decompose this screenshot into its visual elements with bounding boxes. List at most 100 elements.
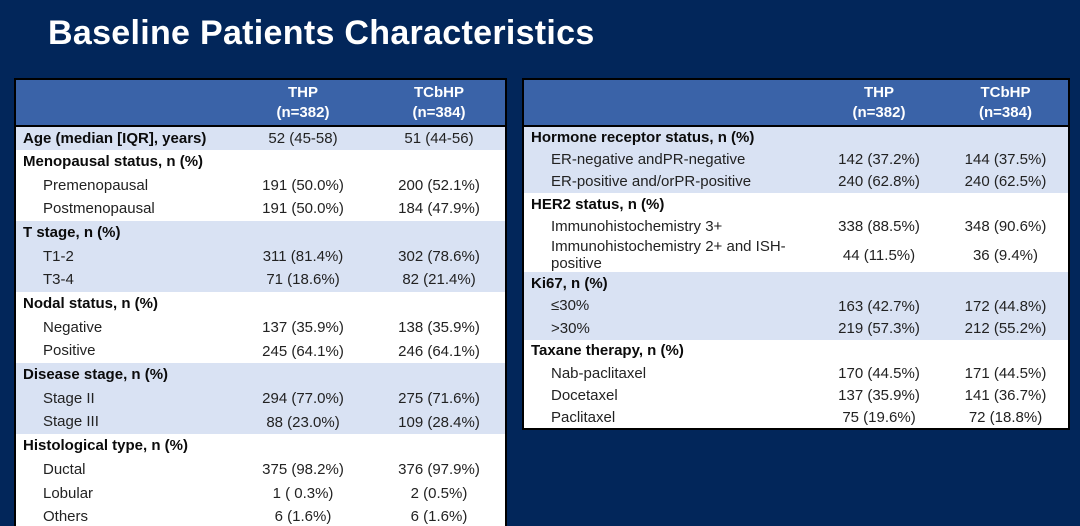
row-value-thp: 191 (50.0%) [262,200,344,218]
row-value-thp: 137 (35.9%) [262,318,344,336]
row-value-tcbhp [943,193,1069,215]
baseline-table-right: THP (n=382) TCbHP (n=384) Hormone recept… [522,78,1070,431]
row-value-tcbhp: 275 (71.6%) [373,386,506,411]
row-value-tcbhp: 184 (47.9%) [398,200,480,218]
table-row: Age (median [IQR], years) 52 (45-58) 51 (4… [15,126,506,150]
col-header-thp-name: THP [864,84,894,101]
row-label: T3-4 [15,268,233,292]
table-row: Taxane therapy, n (%) [523,340,1069,362]
page-title: Baseline Patients Characteristics [48,14,595,52]
row-label: Nab-paclitaxel [551,364,647,382]
row-label: T stage, n (%) [15,220,233,245]
table-row: HER2 status, n (%) [523,193,1069,215]
col-header-tcbhp-n: (n=384) [979,103,1032,121]
row-value-tcbhp: 82 (21.4%) [373,268,506,292]
row-value-tcbhp: 138 (35.9%) [398,318,480,336]
table-row: Histological type, n (%) [15,434,506,458]
row-value-tcbhp [943,272,1069,295]
row-value-thp: 240 (62.8%) [815,170,943,194]
row-label: Positive [43,342,96,360]
row-value-thp: 338 (88.5%) [838,218,920,236]
row-label: Others [43,507,89,525]
table-row: Immunohistochemistry 3+ 338 (88.5%) 348 (9… [523,216,1069,238]
row-value-tcbhp: 36 (9.4%) [972,246,1039,264]
table-row: T stage, n (%) [15,220,506,245]
row-value-thp: 191 (50.0%) [262,176,344,194]
row-value-tcbhp: 376 (97.9%) [398,460,480,478]
row-value-thp: 375 (98.2%) [262,460,344,478]
row-label: Immunohistochemistry 2+ and ISH-positive [551,237,786,273]
row-label: Premenopausal [43,176,149,194]
table-row: Disease stage, n (%) [15,362,506,387]
header-empty-cell [523,79,815,127]
col-header-tcbhp-name: TCbHP [414,84,464,101]
row-label: Histological type, n (%) [23,437,189,455]
table-row: ER-negative andPR-negative 142 (37.2%) 144… [523,148,1069,171]
table-row: Paclitaxel 75 (19.6%) 72 (18.8%) [523,407,1069,429]
row-label: ER-negative andPR-negative [523,148,815,171]
row-value-tcbhp [373,220,506,245]
row-value-tcbhp: 200 (52.1%) [398,176,480,194]
col-header-tcbhp-n: (n=384) [412,103,466,121]
table-body: Hormone receptor status, n (%) ER-negativ… [523,126,1069,429]
row-value-thp: 44 (11.5%) [842,246,916,264]
row-label: Stage III [15,410,233,434]
table-row: Lobular 1 ( 0.3%) 2 (0.5%) [15,481,506,505]
baseline-table-left: THP (n=382) TCbHP (n=384) Age (median [I… [14,78,507,526]
row-value-tcbhp: 72 (18.8%) [968,408,1043,426]
row-label: Immunohistochemistry 3+ [551,218,723,236]
table-header: THP (n=382) TCbHP (n=384) [15,79,506,127]
row-value-thp: 142 (37.2%) [815,148,943,171]
row-value-tcbhp [373,362,506,387]
row-value-tcbhp: 109 (28.4%) [373,410,506,434]
col-header-thp-n: (n=382) [276,103,330,121]
table-row: Postmenopausal 191 (50.0%) 184 (47.9%) [15,197,506,221]
col-header-thp-name: THP [288,84,318,101]
table-row: ER-positive and/orPR-positive 240 (62.8%)… [523,170,1069,194]
table-row: Hormone receptor status, n (%) [523,126,1069,149]
row-value-thp [233,150,373,174]
row-label: Stage II [15,386,233,411]
table-row: T1-2 311 (81.4%) 302 (78.6%) [15,244,506,269]
header-row: THP (n=382) TCbHP (n=384) [523,79,1069,127]
row-value-tcbhp [373,434,506,458]
row-value-tcbhp: 6 (1.6%) [410,507,468,525]
row-label: Taxane therapy, n (%) [531,342,684,360]
table-row: Nodal status, n (%) [15,292,506,316]
row-value-thp [815,340,943,362]
table-row: Nab-paclitaxel 170 (44.5%) 171 (44.5%) [523,362,1069,384]
row-value-thp [815,126,943,149]
row-value-thp [233,220,373,245]
row-label: Postmenopausal [43,200,155,218]
col-header-tcbhp: TCbHP (n=384) [373,79,506,127]
row-value-tcbhp [373,292,506,316]
row-label: T1-2 [15,244,233,269]
row-value-thp [233,434,373,458]
row-value-tcbhp: 51 (44-56) [373,126,506,150]
table-row: Stage II 294 (77.0%) 275 (71.6%) [15,386,506,411]
row-label: ≤30% [523,294,815,318]
row-label: Lobular [43,484,94,502]
table-row: Negative 137 (35.9%) 138 (35.9%) [15,316,506,340]
table-body: Age (median [IQR], years) 52 (45-58) 51 (4… [15,126,506,526]
row-value-thp [233,362,373,387]
row-value-thp: 163 (42.7%) [815,294,943,318]
col-header-thp: THP (n=382) [815,79,943,127]
row-label: Age (median [IQR], years) [15,126,233,150]
row-value-thp: 137 (35.9%) [838,387,920,405]
table-row: ≤30% 163 (42.7%) 172 (44.8%) [523,294,1069,318]
row-value-thp: 88 (23.0%) [233,410,373,434]
row-value-tcbhp: 171 (44.5%) [964,364,1047,382]
row-label: Ki67, n (%) [523,272,815,295]
row-label: Nodal status, n (%) [23,295,159,313]
col-header-thp: THP (n=382) [233,79,373,127]
table-row: >30% 219 (57.3%) 212 (55.2%) [523,317,1069,340]
row-value-thp: 6 (1.6%) [274,507,332,525]
row-value-tcbhp: 141 (36.7%) [964,387,1047,405]
row-value-thp: 71 (18.6%) [233,268,373,292]
row-value-tcbhp: 144 (37.5%) [943,148,1069,171]
row-value-thp: 52 (45-58) [233,126,373,150]
row-value-thp: 170 (44.5%) [838,364,920,382]
row-label: Paclitaxel [551,408,616,426]
